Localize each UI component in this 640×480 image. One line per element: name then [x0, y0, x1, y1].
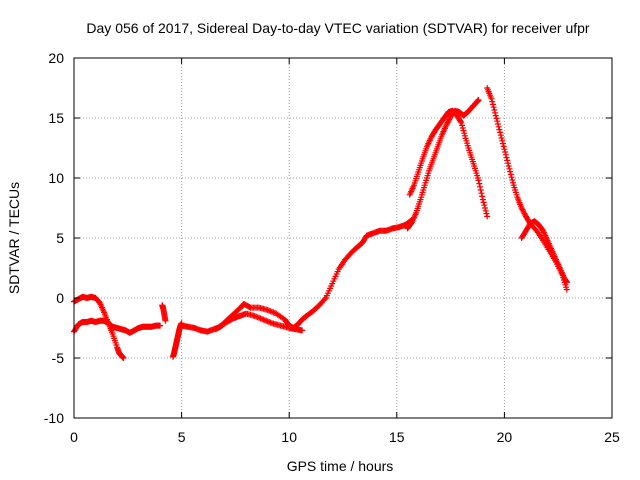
- data-points: [71, 85, 570, 361]
- x-tick-label: 25: [604, 429, 620, 445]
- data-point: [483, 210, 490, 217]
- x-tick-label: 0: [70, 429, 78, 445]
- x-tick-label: 5: [178, 429, 186, 445]
- data-point: [507, 171, 514, 178]
- y-tick-label: 20: [48, 50, 64, 66]
- data-point: [157, 322, 164, 329]
- y-tick-label: 15: [48, 110, 64, 126]
- data-point: [501, 146, 508, 153]
- data-point: [499, 137, 506, 144]
- data-point: [494, 121, 501, 127]
- x-axis-label: GPS time / hours: [287, 458, 394, 474]
- data-point: [475, 97, 482, 103]
- data-point: [481, 202, 488, 209]
- data-point: [503, 154, 510, 161]
- data-point: [490, 104, 497, 111]
- data-point: [508, 174, 515, 181]
- data-point: [491, 107, 498, 113]
- data-point: [475, 177, 482, 184]
- data-point: [502, 149, 509, 155]
- data-point: [299, 327, 306, 334]
- x-tick-label: 15: [389, 429, 405, 445]
- data-point: [504, 160, 511, 167]
- data-point: [497, 129, 504, 136]
- data-point: [482, 205, 489, 211]
- data-point: [507, 168, 514, 175]
- data-point: [496, 126, 503, 133]
- data-point: [494, 118, 501, 125]
- data-point: [500, 143, 507, 150]
- data-point: [457, 118, 464, 125]
- data-point: [563, 279, 570, 286]
- y-tick-label: 0: [56, 290, 64, 306]
- data-point: [495, 123, 502, 130]
- data-point: [563, 286, 570, 293]
- data-point: [489, 101, 496, 108]
- y-axis-label: SDTVAR / TECUs: [6, 182, 22, 294]
- y-tick-label: -10: [44, 410, 64, 426]
- data-point: [493, 115, 500, 122]
- x-tick-label: 20: [497, 429, 513, 445]
- data-point: [488, 95, 495, 102]
- x-tick-label: 10: [281, 429, 297, 445]
- axis-ticks: 0 5 10 15 20 25 -10 -5 0 5 10 15 20: [44, 50, 620, 445]
- data-point: [502, 151, 509, 158]
- data-point: [321, 296, 328, 303]
- data-point: [482, 207, 489, 214]
- chart-title: Day 056 of 2017, Sidereal Day-to-day VTE…: [86, 20, 590, 36]
- data-point: [162, 317, 169, 324]
- data-point: [478, 190, 485, 197]
- data-point: [506, 165, 513, 172]
- data-point: [498, 135, 505, 141]
- data-point: [499, 140, 506, 147]
- y-tick-label: 10: [48, 170, 64, 186]
- data-point: [477, 183, 484, 190]
- data-point: [120, 355, 127, 361]
- grid-lines: [74, 58, 612, 418]
- data-point: [505, 163, 512, 169]
- data-point: [489, 98, 496, 105]
- data-point: [492, 112, 499, 119]
- data-point: [479, 193, 486, 200]
- data-point: [492, 109, 499, 116]
- data-point: [477, 187, 484, 193]
- data-point: [509, 177, 516, 183]
- y-tick-label: -5: [52, 350, 65, 366]
- data-point: [504, 157, 511, 164]
- data-point: [479, 196, 486, 203]
- data-point: [484, 213, 491, 220]
- y-tick-label: 5: [56, 230, 64, 246]
- data-point: [497, 132, 504, 139]
- data-point: [480, 199, 487, 206]
- data-point: [476, 180, 483, 187]
